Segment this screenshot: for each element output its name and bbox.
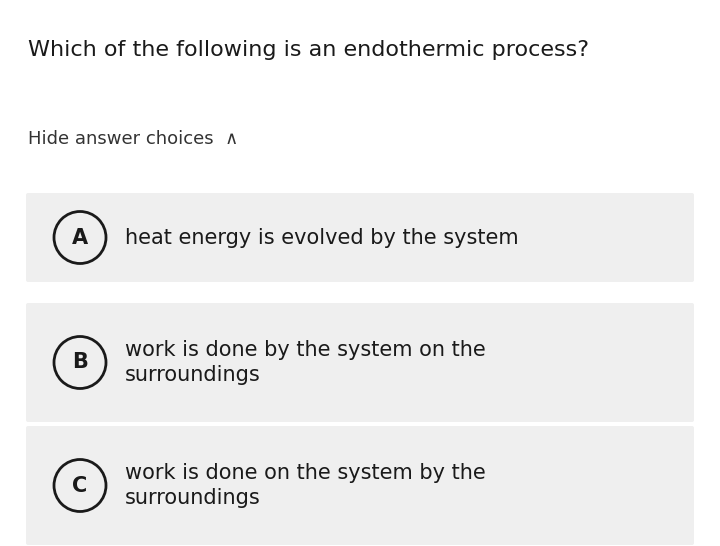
Text: surroundings: surroundings xyxy=(125,488,261,508)
Text: B: B xyxy=(72,353,88,372)
Text: surroundings: surroundings xyxy=(125,365,261,384)
Text: heat energy is evolved by the system: heat energy is evolved by the system xyxy=(125,228,518,247)
Text: Hide answer choices  ∧: Hide answer choices ∧ xyxy=(28,130,238,148)
Text: A: A xyxy=(72,228,88,247)
FancyBboxPatch shape xyxy=(26,303,694,422)
FancyBboxPatch shape xyxy=(26,193,694,282)
Text: Which of the following is an endothermic process?: Which of the following is an endothermic… xyxy=(28,40,589,60)
Text: work is done on the system by the: work is done on the system by the xyxy=(125,464,486,483)
Text: work is done by the system on the: work is done by the system on the xyxy=(125,340,486,360)
Text: C: C xyxy=(73,476,88,496)
FancyBboxPatch shape xyxy=(26,426,694,545)
